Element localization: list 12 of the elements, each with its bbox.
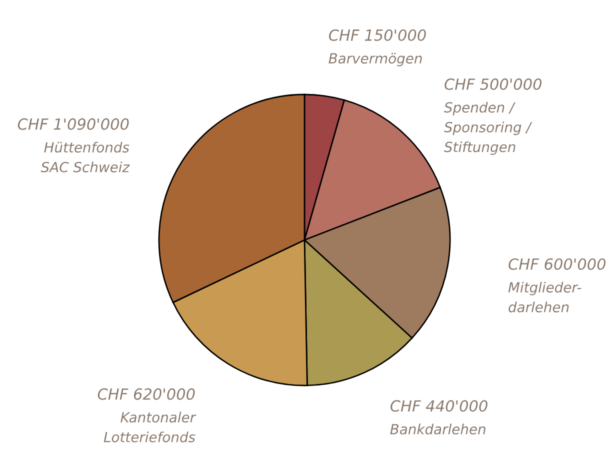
data-label: CHF 1'090'000 [18,118,129,130]
slice-label: Mitglieder- darlehen [508,282,582,312]
slice-label: Spenden / Sponsoring / Stiftungen [444,102,532,155]
data-label: CHF 150'000 [328,29,426,41]
data-label: CHF 440'000 [390,400,488,412]
slice-label: Kantonaler Lotteriefonds [104,412,196,442]
data-label: CHF 620'000 [98,388,195,400]
slice-label: Bankdarlehen [390,424,486,434]
data-label: CHF 600'000 [508,258,606,270]
slice-label: Hüttenfonds SAC Schweiz [40,142,130,172]
data-label: CHF 500'000 [444,78,542,90]
slice-label: Barvermögen [328,52,422,66]
